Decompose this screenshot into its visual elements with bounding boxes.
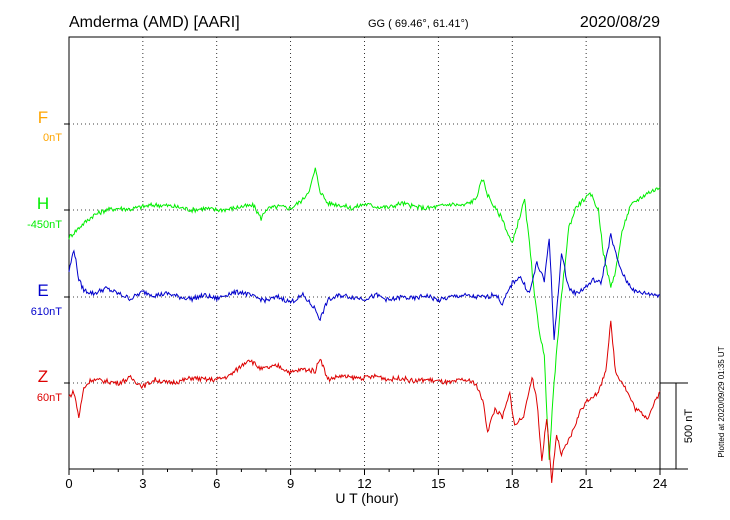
x-tick-label-0: 0 (65, 476, 72, 491)
station-coords: GG ( 69.46°, 61.41°) (368, 18, 469, 30)
x-tick-label-3: 3 (139, 476, 146, 491)
station-title: Amderma (AMD) [AARI] (69, 14, 240, 31)
series-line-H (68, 167, 661, 460)
scale-bar-label: 500 nT (683, 409, 695, 444)
series-baseline-H: -450nT (27, 219, 62, 231)
x-tick-label-24: 24 (653, 476, 667, 491)
x-axis-label: U T (hour) (335, 490, 398, 506)
series-line-Z (68, 320, 661, 483)
series-name-E: E (37, 281, 48, 300)
series-line-E (68, 233, 661, 340)
series-labels: F 0nT H -450nT E 610nT Z 60nT (27, 108, 62, 404)
chart-date: 2020/08/29 (580, 14, 660, 31)
series-baseline-E: 610nT (31, 306, 62, 318)
series-baseline-F: 0nT (43, 132, 62, 144)
series-name-Z: Z (38, 367, 48, 386)
plotted-timestamp: Plotted at 2020/09/29 01:35 UT (717, 346, 726, 457)
x-tick-label-18: 18 (505, 476, 519, 491)
x-tick-label-12: 12 (357, 476, 371, 491)
series-name-F: F (38, 108, 48, 127)
grid-lines (64, 37, 660, 469)
series-name-H: H (37, 194, 49, 213)
x-tick-label-9: 9 (287, 476, 294, 491)
series-baseline-Z: 60nT (37, 392, 62, 404)
x-tick-label-15: 15 (431, 476, 445, 491)
x-tick-label-6: 6 (213, 476, 220, 491)
x-ticks: 0 3 6 9 12 15 18 21 24 (65, 469, 667, 491)
scale-bar: 500 nT (660, 382, 695, 470)
x-tick-label-21: 21 (579, 476, 593, 491)
series-lines (68, 167, 661, 483)
